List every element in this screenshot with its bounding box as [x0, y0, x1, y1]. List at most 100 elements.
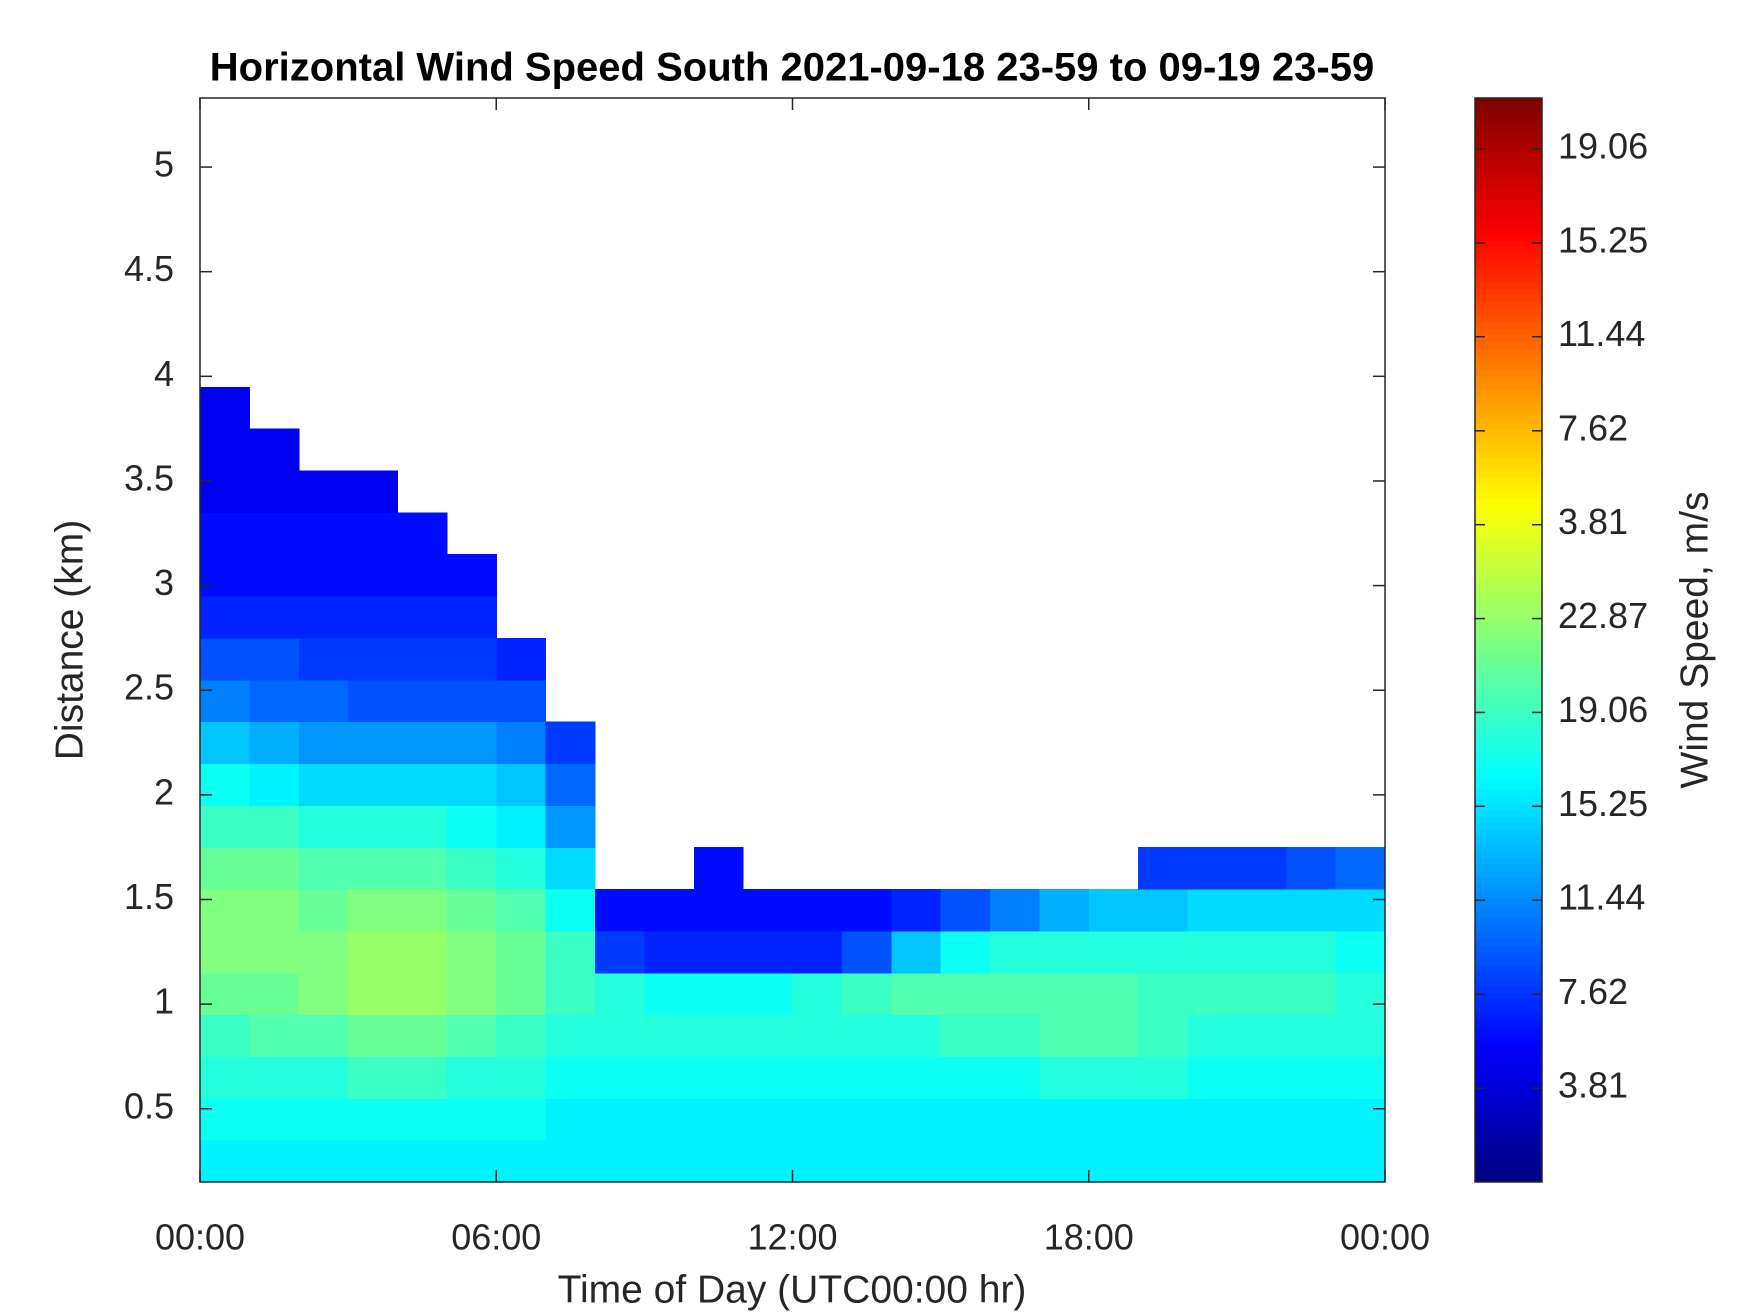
heatmap-cell	[249, 1014, 300, 1058]
heatmap-cell	[496, 1098, 547, 1141]
heatmap-cell	[743, 1056, 794, 1099]
heatmap-cell	[1286, 889, 1337, 932]
heatmap-cell	[743, 930, 794, 974]
colorbar-box	[1474, 97, 1543, 1183]
colorbar-slice	[1475, 301, 1542, 309]
heatmap-cell	[200, 637, 250, 681]
heatmap-cell	[200, 679, 250, 723]
colorbar-slice	[1475, 416, 1542, 424]
heatmap-cell	[1236, 1014, 1287, 1058]
colorbar-slice	[1475, 680, 1542, 689]
y-tick-label: 1	[154, 981, 174, 1022]
colorbar-slice	[1475, 1032, 1542, 1041]
heatmap-cell	[446, 1098, 497, 1141]
colorbar-slice	[1475, 1093, 1542, 1102]
colorbar-slice	[1475, 443, 1542, 451]
colorbar-slice	[1475, 809, 1542, 817]
heatmap-cell	[249, 554, 300, 597]
heatmap-cell	[891, 930, 942, 974]
heatmap-cell	[693, 1014, 744, 1058]
x-tick-label: 12:00	[747, 1217, 837, 1258]
heatmap-cell	[496, 679, 547, 723]
colorbar-slice	[1475, 213, 1542, 221]
heatmap-cell	[1039, 1098, 1090, 1141]
colorbar-slice	[1475, 938, 1542, 946]
heatmap-cell	[1039, 1140, 1090, 1183]
heatmap-cell	[1187, 1014, 1238, 1058]
heatmap-cell	[200, 1098, 250, 1141]
colorbar-slice	[1475, 1005, 1542, 1014]
colorbar-slice	[1475, 280, 1542, 289]
heatmap-cell	[200, 1014, 250, 1058]
heatmap-cell	[298, 1098, 349, 1141]
colorbar-slice	[1475, 917, 1542, 926]
heatmap-cell	[200, 1140, 250, 1183]
colorbar-slice	[1475, 545, 1542, 553]
heatmap-cell	[595, 1056, 645, 1099]
heatmap-cell	[940, 1014, 991, 1058]
heatmap-cell	[1138, 972, 1189, 1016]
heatmap-cell	[348, 1056, 399, 1099]
heatmap-cell	[298, 805, 349, 848]
heatmap-cell	[792, 972, 843, 1016]
colorbar-slice	[1475, 321, 1542, 329]
heatmap-cell	[249, 1056, 300, 1099]
heatmap-cell	[1286, 1056, 1337, 1099]
colorbar-slice	[1475, 396, 1542, 404]
colorbar-slice	[1475, 579, 1542, 587]
heatmap-cell	[200, 554, 250, 597]
colorbar-slice	[1475, 728, 1542, 736]
colorbar-slice	[1475, 1066, 1542, 1075]
colorbar-slice	[1475, 1026, 1542, 1034]
colorbar-slice	[1475, 911, 1542, 919]
colorbar-tick-label: 3.81	[1558, 1065, 1628, 1106]
heatmap-cell	[200, 512, 250, 555]
colorbar-slice	[1475, 348, 1542, 357]
colorbar-tick-label: 11.44	[1558, 877, 1645, 918]
heatmap-cell	[891, 1140, 942, 1183]
colorbar-slice	[1475, 125, 1542, 133]
heatmap-cell	[545, 972, 596, 1016]
colorbar-slice	[1475, 267, 1542, 275]
heatmap-cell	[693, 1056, 744, 1099]
heatmap-cell	[595, 930, 645, 974]
heatmap-cell	[792, 1014, 843, 1058]
heatmap-cell	[545, 847, 596, 890]
heatmap-cell	[200, 847, 250, 890]
colorbar-slice	[1475, 518, 1542, 526]
y-tick-label: 1.5	[124, 876, 174, 917]
colorbar-slice	[1475, 971, 1542, 980]
heatmap-cell	[249, 428, 300, 472]
colorbar-slice	[1475, 1168, 1542, 1176]
colorbar-slice	[1475, 341, 1542, 350]
colorbar-slice	[1475, 890, 1542, 899]
heatmap-cell	[397, 972, 448, 1016]
heatmap-cell	[693, 1140, 744, 1183]
colorbar-slice	[1475, 98, 1542, 106]
colorbar-slice	[1475, 138, 1542, 147]
colorbar-slice	[1475, 599, 1542, 607]
heatmap-cell	[1335, 1140, 1386, 1183]
heatmap-cell	[446, 1014, 497, 1058]
heatmap-cell	[397, 554, 448, 597]
colorbar-slice	[1475, 1087, 1542, 1095]
colorbar-slice	[1475, 606, 1542, 614]
colorbar-slice	[1475, 470, 1542, 478]
heatmap-cell	[200, 1056, 250, 1099]
colorbar-slice	[1475, 497, 1542, 506]
colorbar-slice	[1475, 1161, 1542, 1170]
heatmap-cell	[1335, 930, 1386, 974]
colorbar-slice	[1475, 734, 1542, 743]
colorbar-slice	[1475, 999, 1542, 1007]
heatmap-cell	[298, 1014, 349, 1058]
heatmap-cell	[545, 805, 596, 848]
heatmap-cell	[348, 847, 399, 890]
heatmap-cell	[743, 1140, 794, 1183]
heatmap-cell	[595, 1140, 645, 1183]
heatmap-cell	[249, 596, 300, 639]
heatmap-cell	[298, 554, 349, 597]
heatmap-cell	[891, 889, 942, 932]
colorbar-slice	[1475, 775, 1542, 783]
colorbar-slice	[1475, 843, 1542, 851]
y-axis-label: Distance (km)	[48, 520, 91, 761]
